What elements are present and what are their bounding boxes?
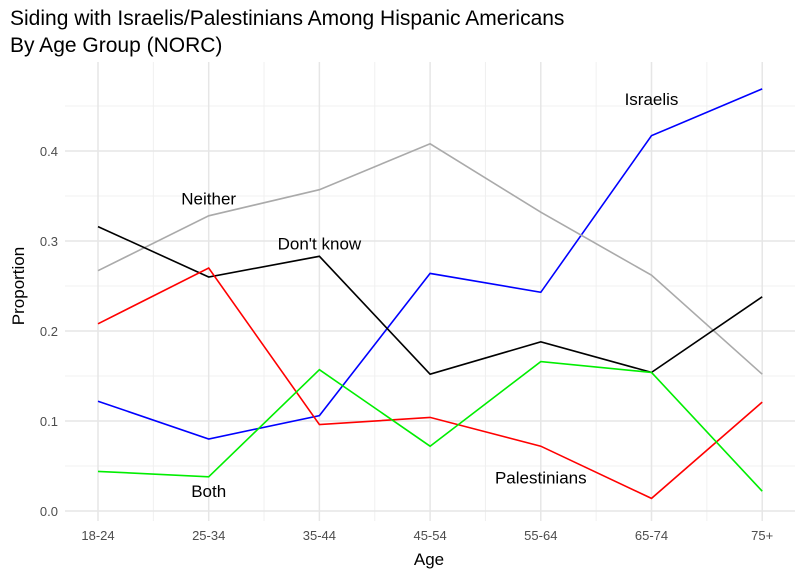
chart-title: Siding with Israelis/Palestinians Among … <box>10 7 564 30</box>
x-tick-label: 45-54 <box>413 528 446 543</box>
series-annotation: Israelis <box>625 90 679 109</box>
series-annotation: Palestinians <box>495 469 587 488</box>
x-tick-label: 75+ <box>751 528 773 543</box>
x-tick-label: 35-44 <box>303 528 336 543</box>
chart-subtitle: By Age Group (NORC) <box>10 34 222 57</box>
series-annotation: Both <box>191 482 226 501</box>
series-line-neither <box>97 142 763 375</box>
x-tick-label: 18-24 <box>81 528 114 543</box>
x-axis-label: Age <box>414 550 444 569</box>
y-tick-label: 0.2 <box>40 324 58 339</box>
y-tick-label: 0.0 <box>40 504 58 519</box>
series-line-palestinians <box>97 266 763 500</box>
series-line-israelis <box>97 88 763 440</box>
x-tick-label: 65-74 <box>635 528 668 543</box>
series-annotation: Don't know <box>278 235 362 254</box>
x-tick-label: 55-64 <box>524 528 557 543</box>
y-tick-label: 0.3 <box>40 234 58 249</box>
y-tick-label: 0.1 <box>40 414 58 429</box>
series-annotation: Neither <box>181 190 236 209</box>
series-line-both <box>97 360 763 492</box>
y-tick-label: 0.4 <box>40 144 58 159</box>
x-tick-label: 25-34 <box>192 528 225 543</box>
y-axis-label: Proportion <box>9 247 28 325</box>
